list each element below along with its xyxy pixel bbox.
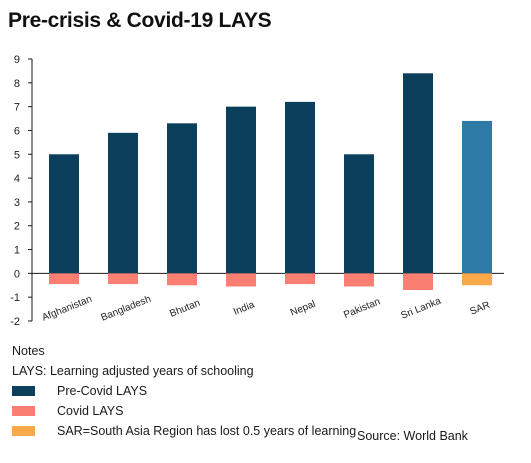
x-tick-label: Bangladesh bbox=[100, 294, 153, 324]
bar-covid-pakistan bbox=[344, 273, 374, 287]
y-tick-label: 2 bbox=[14, 221, 20, 233]
bar-covid-sar bbox=[462, 273, 492, 286]
x-tick-label: Pakistan bbox=[342, 296, 382, 321]
bar-covid-india bbox=[226, 273, 256, 287]
legend-item-pre-covid: Pre-Covid LAYS bbox=[12, 381, 356, 401]
legend-swatch-covid bbox=[12, 406, 35, 416]
y-tick-label: 8 bbox=[14, 78, 20, 90]
bar-chart: -2 -1 0 1 2 3 4 5 6 7 8 9 Afghanistan Bangladesh Bhut… bbox=[10, 54, 504, 328]
bar-covid-afghanistan bbox=[49, 273, 79, 285]
x-tick-label: India bbox=[232, 299, 257, 317]
x-tick-label: Afghanistan bbox=[41, 294, 94, 324]
x-axis-labels: Afghanistan Bangladesh Bhutan India Nepal Pak… bbox=[41, 294, 492, 324]
bar-pre-covid-india bbox=[226, 106, 256, 274]
bars bbox=[49, 73, 492, 291]
y-tick-label: 7 bbox=[14, 102, 20, 114]
y-tick-label: 1 bbox=[14, 245, 20, 257]
bar-covid-bhutan bbox=[167, 273, 197, 286]
bar-pre-covid-afghanistan bbox=[49, 154, 79, 274]
y-tick-label: 4 bbox=[14, 173, 20, 185]
y-tick-label: 6 bbox=[14, 125, 20, 137]
legend-swatch-sar bbox=[12, 426, 35, 436]
lays-definition: LAYS: Learning adjusted years of schooli… bbox=[12, 364, 254, 378]
bar-pre-covid-bhutan bbox=[167, 123, 197, 274]
source-note: Source: World Bank bbox=[357, 429, 468, 443]
y-tick-label: 0 bbox=[14, 268, 20, 280]
bar-pre-covid-bangladesh bbox=[108, 132, 138, 274]
x-tick-label: SAR bbox=[468, 300, 491, 318]
x-tick-label: Sri Lanka bbox=[399, 296, 443, 322]
x-tick-label: Bhutan bbox=[168, 298, 202, 320]
chart-title: Pre-crisis & Covid-19 LAYS bbox=[8, 9, 272, 32]
legend-item-sar: SAR=South Asia Region has lost 0.5 years… bbox=[12, 421, 356, 441]
bar-pre-covid-nepal bbox=[285, 101, 315, 274]
bar-covid-nepal bbox=[285, 273, 315, 285]
legend-label-sar: SAR=South Asia Region has lost 0.5 years… bbox=[57, 424, 357, 438]
y-tick-label: 9 bbox=[14, 54, 20, 66]
y-tick-label: 5 bbox=[14, 149, 20, 161]
bar-covid-sri-lanka bbox=[403, 273, 433, 291]
legend-label-covid: Covid LAYS bbox=[57, 404, 124, 418]
y-tick-label: -1 bbox=[10, 292, 20, 304]
bar-covid-bangladesh bbox=[108, 273, 138, 285]
legend-swatch-pre-covid bbox=[12, 386, 35, 396]
legend-item-covid: Covid LAYS bbox=[12, 401, 356, 421]
y-tick-label: -2 bbox=[10, 316, 20, 328]
notes-heading: Notes bbox=[12, 344, 45, 358]
legend-label-pre-covid: Pre-Covid LAYS bbox=[57, 384, 148, 398]
bar-pre-covid-pakistan bbox=[344, 154, 374, 274]
y-tick-label: 3 bbox=[14, 197, 20, 209]
bar-pre-covid-sri-lanka bbox=[403, 73, 433, 274]
notes: Notes LAYS: Learning adjusted years of s… bbox=[12, 341, 356, 441]
x-tick-label: Nepal bbox=[289, 299, 317, 319]
bar-pre-covid-sar bbox=[462, 120, 492, 274]
